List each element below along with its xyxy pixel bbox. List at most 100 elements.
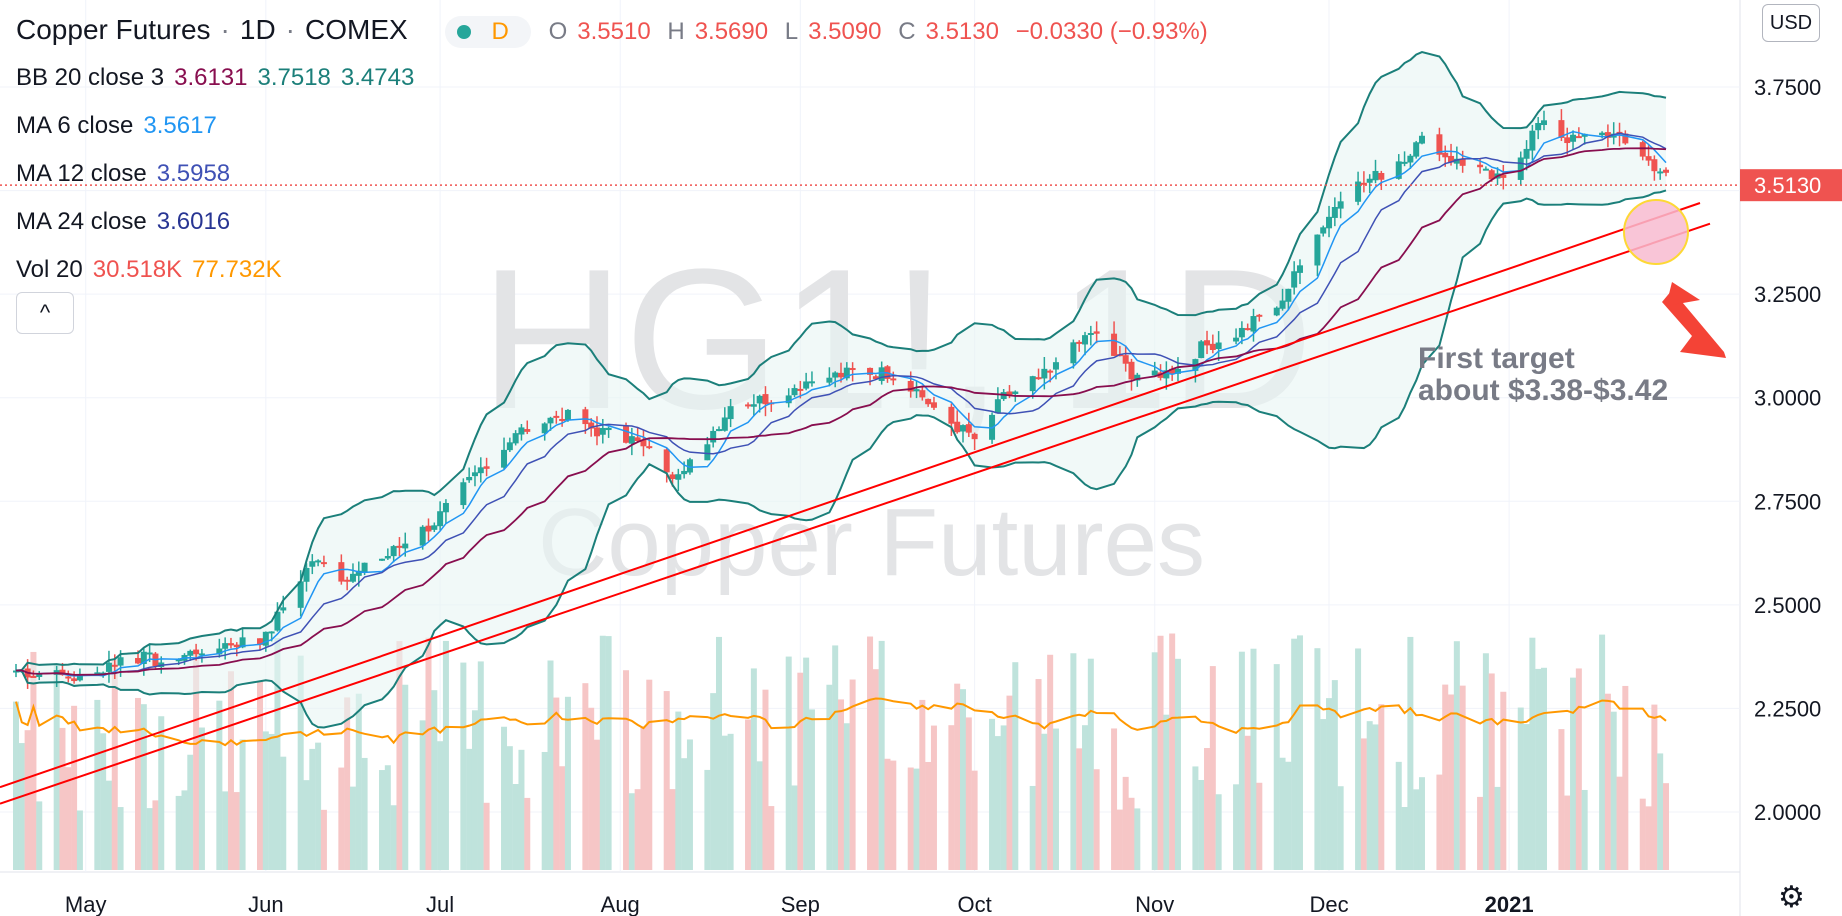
volume-bar <box>872 669 879 870</box>
volume-bar <box>1041 733 1048 870</box>
candle-body <box>1651 159 1658 172</box>
volume-bar <box>1448 694 1455 870</box>
candle-body <box>913 389 920 392</box>
volume-bar <box>483 802 490 870</box>
candle-body <box>1163 370 1170 379</box>
volume-bar <box>989 718 996 870</box>
candle-body <box>1314 234 1321 266</box>
candle-body <box>1500 174 1507 178</box>
volume-bar <box>1320 719 1327 870</box>
y-tick-label: 3.2500 <box>1754 282 1821 307</box>
volume-bar <box>1645 806 1652 870</box>
low-key: L <box>784 18 799 45</box>
ma24-legend[interactable]: MA 24 close 3.6016 <box>16 198 1228 246</box>
volume-bar <box>466 748 473 870</box>
candle-body <box>396 545 403 548</box>
ma6-legend[interactable]: MA 6 close 3.5617 <box>16 102 1228 150</box>
x-tick-label: Oct <box>958 892 992 916</box>
volume-bar <box>297 655 304 870</box>
volume-bar <box>1337 786 1344 870</box>
market-status-badge[interactable]: D <box>445 15 531 48</box>
candle-body <box>1378 172 1385 180</box>
overlays <box>0 50 1740 805</box>
volume-bar <box>1418 777 1425 870</box>
separator-dot: · <box>285 14 295 45</box>
candle-body <box>669 474 676 479</box>
interval[interactable]: 1D <box>239 14 276 45</box>
candle-body <box>1215 342 1222 350</box>
high-key: H <box>667 18 685 45</box>
volume-bar <box>1070 653 1077 870</box>
candle-body <box>686 459 693 473</box>
candle-body <box>623 425 630 443</box>
volume-bar <box>1111 728 1118 870</box>
candle-body <box>1087 333 1094 336</box>
volume-bar <box>1082 725 1089 870</box>
volume-bar <box>1244 735 1251 870</box>
candle-body <box>1523 148 1530 159</box>
volume-bar <box>1035 679 1042 870</box>
volume-bar <box>925 761 932 870</box>
candle-body <box>483 466 490 469</box>
ma12-legend[interactable]: MA 12 close 3.5958 <box>16 150 1228 198</box>
volume-bar <box>553 697 560 870</box>
volume-bar <box>152 800 159 870</box>
candle-body <box>222 643 229 649</box>
vol-legend[interactable]: Vol 20 30.518K 77.732K <box>16 246 1228 294</box>
bb-legend[interactable]: BB 20 close 3 3.6131 3.7518 3.4743 <box>16 54 1228 102</box>
volume-bar <box>460 662 467 870</box>
x-axis[interactable]: May Jun Jul Aug Sep Oct Nov Dec 2021 <box>65 892 1534 916</box>
volume-bar <box>1029 785 1036 870</box>
volume-bar <box>471 710 478 870</box>
volume-bar <box>1151 652 1158 870</box>
candle-body <box>338 562 345 582</box>
volume-bar <box>960 689 967 870</box>
volume-bar <box>355 693 362 870</box>
candle-body <box>65 676 72 679</box>
volume-bar <box>745 719 752 870</box>
gear-icon[interactable]: ⚙ <box>1778 881 1805 914</box>
candle-body <box>1401 161 1408 164</box>
candle-body <box>994 399 1001 414</box>
volume-bar <box>419 720 426 870</box>
candle-body <box>297 581 304 608</box>
candle-body <box>1076 341 1083 344</box>
volume-bar <box>1047 654 1054 870</box>
volume-bar <box>506 746 513 870</box>
candle-body <box>1047 370 1054 373</box>
candle-body <box>1006 391 1013 396</box>
high-value: 3.5690 <box>694 18 769 45</box>
y-axis[interactable]: 3.75003.50003.25003.00002.75002.50002.25… <box>1740 75 1842 825</box>
candle-body <box>1111 333 1118 356</box>
volume-bar <box>117 807 124 870</box>
volume-bar <box>338 767 345 870</box>
candle-body <box>588 422 595 429</box>
volume-bar <box>65 767 72 870</box>
candle-body <box>460 482 467 506</box>
candle-body <box>1093 331 1100 334</box>
candle-body <box>640 439 647 447</box>
volume-bar <box>437 741 444 870</box>
trend-line-upper <box>0 202 1701 789</box>
collapse-legend-button[interactable]: ^ <box>16 292 74 334</box>
volume-bar <box>1326 698 1333 870</box>
volume-bar <box>1372 724 1379 870</box>
volume-bar <box>71 705 78 870</box>
volume-bar <box>1395 761 1402 870</box>
candle-body <box>704 444 711 461</box>
candle-body <box>803 381 810 389</box>
currency-button[interactable]: USD <box>1762 4 1820 42</box>
volume-bar <box>704 769 711 870</box>
candle-body <box>512 433 519 444</box>
symbol-name[interactable]: Copper Futures <box>16 14 211 45</box>
volume-bar <box>105 780 112 870</box>
volume-bar <box>1413 789 1420 870</box>
volume-bars <box>13 633 1669 870</box>
volume-bar <box>140 704 147 870</box>
candle-body <box>239 637 246 648</box>
volume-bar <box>274 638 281 870</box>
volume-bar <box>1233 784 1240 870</box>
volume-bar <box>1285 761 1292 870</box>
volume-bar <box>1093 769 1100 870</box>
